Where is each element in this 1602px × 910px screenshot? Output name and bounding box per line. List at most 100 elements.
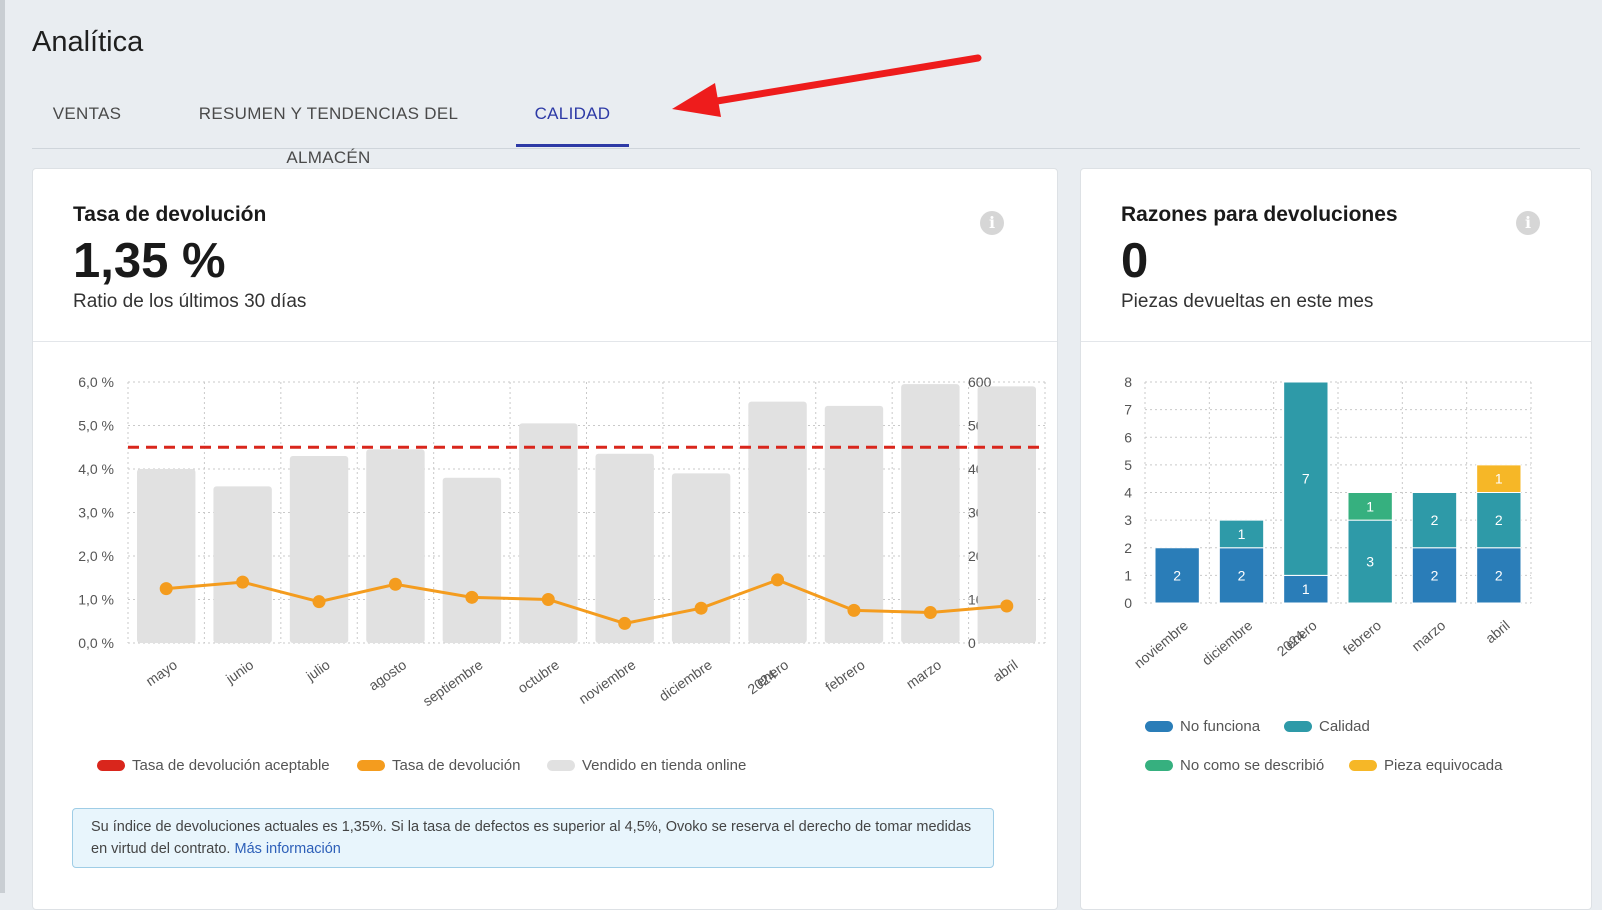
y-axis-left-tick: 1,0 % — [78, 592, 114, 608]
x-axis-label: noviembre — [1131, 617, 1192, 671]
y-axis-tick: 4 — [1124, 485, 1132, 501]
y-axis-right-tick: 0 — [968, 635, 976, 651]
legend-calidad[interactable]: Calidad — [1284, 718, 1370, 735]
tab-ventas[interactable]: VENTAS — [52, 104, 122, 123]
legend-label: No funciona — [1180, 718, 1261, 735]
legend-label: No como se describió — [1180, 757, 1325, 774]
legend-swatch — [1349, 760, 1377, 771]
bar-sold-online — [213, 486, 272, 643]
bar-sold-online — [748, 401, 807, 643]
stacked-bar-segment — [1218, 519, 1265, 549]
x-axis-label: junio — [222, 656, 256, 687]
return-rate-point — [388, 577, 402, 591]
x-axis-label: octubre — [515, 656, 563, 696]
legend-label: Vendido en tienda online — [582, 757, 747, 774]
return-reasons-value: 0 — [1121, 234, 1149, 288]
legend-pieza-equivocada[interactable]: Pieza equivocada — [1349, 757, 1502, 774]
bar-segment-label: 3 — [1366, 554, 1374, 570]
bar-sold-online — [137, 469, 196, 643]
x-axis-label: diciembre — [656, 656, 715, 704]
return-rate-subtitle: Ratio de los últimos 30 días — [73, 291, 307, 312]
stacked-bar-segment — [1283, 574, 1329, 604]
x-axis-label: septiembre — [420, 656, 486, 709]
bar-sold-online — [901, 384, 960, 643]
bar-segment-label: 2 — [1495, 567, 1503, 583]
return-rate-point — [312, 595, 326, 609]
bar-sold-online — [519, 423, 578, 643]
bar-segment-label: 1 — [1366, 498, 1374, 514]
y-axis-left-tick: 2,0 % — [78, 548, 114, 564]
bar-segment-label: 1 — [1495, 471, 1503, 487]
stacked-bar-segment — [1154, 547, 1200, 604]
return-rate-point — [159, 582, 173, 596]
more-info-link[interactable]: Más información — [234, 841, 341, 857]
return-rate-point — [236, 575, 250, 589]
x-axis-label: julio — [302, 656, 333, 684]
info-icon[interactable]: i — [980, 211, 1004, 235]
stacked-bar-segment — [1476, 492, 1522, 549]
notice-text: Su índice de devoluciones actuales es 1,… — [91, 819, 972, 857]
return-rate-point — [771, 573, 785, 587]
y-axis-left-tick: 5,0 % — [78, 418, 114, 434]
bar-sold-online — [977, 386, 1036, 643]
y-axis-left-tick: 4,0 % — [78, 461, 114, 477]
return-rate-point — [541, 593, 555, 606]
stacked-bar-segment — [1347, 519, 1393, 604]
return-reasons-card-header: Razones para devoluciones 0 Piezas devue… — [1081, 169, 1591, 342]
bar-sold-online — [442, 477, 502, 643]
return-rate-notice: Su índice de devoluciones actuales es 1,… — [72, 808, 994, 868]
legend-swatch — [1145, 721, 1173, 732]
bar-sold-online — [595, 453, 654, 643]
y-axis-tick: 0 — [1124, 595, 1132, 611]
return-rate-point — [1000, 599, 1014, 613]
bar-sold-online — [824, 405, 884, 643]
x-axis-label: noviembre — [576, 656, 639, 707]
bar-sold-online — [366, 449, 425, 643]
x-axis-label: febrero — [1340, 617, 1384, 658]
y-axis-tick: 2 — [1124, 540, 1132, 556]
page-title: Analítica — [32, 26, 144, 58]
return-rate-line — [166, 578, 1007, 625]
stacked-bar-segment — [1283, 381, 1329, 576]
return-rate-card-header: Tasa de devolución 1,35 % Ratio de los ú… — [33, 169, 1057, 342]
stacked-bar-segment — [1411, 547, 1458, 604]
legend-swatch — [1145, 760, 1173, 771]
legend-return-rate[interactable]: Tasa de devolución — [357, 757, 520, 774]
x-axis-label: marzo — [903, 656, 944, 692]
tab-resumen-tendencias[interactable]: RESUMEN Y TENDENCIAS DEL ALMACÉN — [198, 104, 459, 167]
return-reasons-title: Razones para devoluciones — [1121, 203, 1398, 226]
legend-no-funciona[interactable]: No funciona — [1145, 718, 1260, 735]
info-icon[interactable]: i — [1516, 211, 1540, 235]
return-rate-point — [618, 616, 632, 630]
stacked-bar-segment — [1411, 492, 1458, 549]
y-axis-tick: 6 — [1124, 429, 1132, 445]
annotation-arrow — [672, 54, 982, 117]
y-axis-tick: 7 — [1124, 402, 1132, 418]
bar-segment-label: 2 — [1431, 512, 1439, 528]
return-rate-value: 1,35 % — [73, 234, 226, 288]
bar-segment-label: 1 — [1302, 581, 1310, 597]
legend-no-como-se-describio[interactable]: No como se describió — [1145, 757, 1324, 774]
bar-segment-label: 2 — [1238, 567, 1246, 583]
return-reasons-subtitle: Piezas devueltas en este mes — [1121, 291, 1374, 312]
bar-segment-label: 2 — [1173, 567, 1181, 583]
y-axis-left-tick: 0,0 % — [78, 635, 114, 651]
stacked-bar-segment — [1476, 547, 1522, 604]
tab-calidad[interactable]: CALIDAD — [516, 92, 629, 147]
bar-segment-label: 1 — [1238, 526, 1246, 542]
legend-acceptable-rate[interactable]: Tasa de devolución aceptable — [97, 757, 330, 774]
bar-sold-online — [289, 455, 349, 643]
legend-label: Tasa de devolución aceptable — [132, 757, 330, 774]
return-rate-point — [465, 590, 479, 604]
return-rate-point — [694, 601, 708, 615]
return-rate-chart: 0,0 %1,0 %2,0 %3,0 %4,0 %5,0 %6,0 %01002… — [78, 374, 1046, 709]
legend-swatch — [547, 760, 575, 771]
legend-label: Calidad — [1319, 718, 1370, 735]
legend-sold-online[interactable]: Vendido en tienda online — [547, 757, 746, 774]
bar-sold-online — [671, 473, 731, 643]
y-axis-tick: 1 — [1124, 567, 1132, 583]
return-rate-point — [847, 603, 861, 617]
stacked-bar-segment — [1347, 492, 1393, 521]
x-axis-label: febrero — [822, 656, 868, 695]
